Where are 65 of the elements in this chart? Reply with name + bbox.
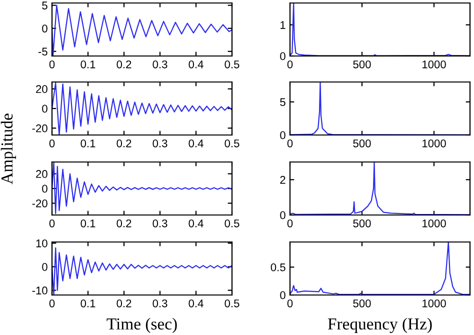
x-tick-label: 0.1 <box>80 299 96 308</box>
x-tick-label: 1000 <box>422 299 446 308</box>
x-tick-label: 0.4 <box>188 60 204 68</box>
y-tick-label: -20 <box>32 124 48 132</box>
x-axis-title: Time (sec) <box>106 318 177 333</box>
y-tick-label: 1 <box>280 21 286 29</box>
x-tick-label: 0.4 <box>188 139 204 148</box>
y-tick-label: 10 <box>36 239 48 248</box>
x-tick-label: 0.2 <box>116 299 132 308</box>
y-tick-label: 0 <box>280 291 286 300</box>
x-tick-label: 0.2 <box>116 139 132 148</box>
x-tick-label: 500 <box>353 139 371 148</box>
x-tick-label: 0.3 <box>152 139 168 148</box>
x-tick-label: 0.1 <box>80 219 96 228</box>
x-tick-label: 0.1 <box>80 139 96 148</box>
x-axis-title: Frequency (Hz) <box>328 318 432 334</box>
x-tick-label: 500 <box>353 60 371 68</box>
line-series <box>290 162 470 215</box>
x-tick-label: 0 <box>49 139 55 148</box>
x-tick-label: 0.2 <box>116 60 132 68</box>
x-tick-label: 1000 <box>422 219 446 228</box>
y-tick-label: 0 <box>42 263 48 271</box>
line-series <box>52 82 232 135</box>
x-tick-label: 0 <box>287 299 293 308</box>
x-tick-label: 0.5 <box>224 219 240 228</box>
line-series <box>52 4 232 56</box>
x-tick-label: 500 <box>353 299 371 308</box>
x-tick-label: 0 <box>287 60 293 68</box>
y-tick-label: 20 <box>36 170 48 178</box>
y-tick-label: -5 <box>38 48 48 56</box>
y-tick-label: 5 <box>42 2 48 10</box>
x-tick-label: 0.5 <box>224 139 240 148</box>
y-tick-label: 20 <box>36 85 48 94</box>
y-tick-label: 0 <box>42 184 48 193</box>
x-tick-label: 0 <box>49 299 55 308</box>
line-series <box>52 162 232 214</box>
x-tick-label: 0.3 <box>152 299 168 308</box>
x-tick-label: 0.5 <box>224 60 240 68</box>
y-tick-label: 0 <box>280 131 286 140</box>
x-tick-label: 1000 <box>422 139 446 148</box>
x-tick-label: 500 <box>353 219 371 228</box>
x-tick-label: 0.5 <box>224 299 240 308</box>
x-tick-label: 0 <box>287 139 293 148</box>
x-tick-label: 0 <box>287 219 293 228</box>
x-tick-label: 0 <box>49 219 55 228</box>
x-tick-label: 0.3 <box>152 219 168 228</box>
x-tick-label: 0.4 <box>188 219 204 228</box>
x-tick-label: 0.2 <box>116 219 132 228</box>
y-tick-label: 5 <box>280 98 286 106</box>
y-tick-label: 0.5 <box>270 263 286 272</box>
x-tick-label: 0.1 <box>80 60 96 68</box>
y-tick-label: 0 <box>280 211 286 220</box>
y-tick-label: -10 <box>32 286 48 294</box>
y-tick-label: -20 <box>32 199 48 208</box>
y-tick-label: 0 <box>42 24 48 32</box>
y-tick-label: 0 <box>280 52 286 60</box>
y-tick-label: 0 <box>42 104 48 113</box>
y-tick-label: 2 <box>280 176 286 184</box>
x-tick-label: 0 <box>49 60 55 68</box>
line-series <box>290 242 470 295</box>
x-tick-label: 0.3 <box>152 60 168 68</box>
x-tick-label: 0.4 <box>188 299 204 308</box>
line-series <box>290 3 470 56</box>
x-tick-label: 1000 <box>422 60 446 68</box>
y-axis-title: Amplitude <box>0 114 16 184</box>
